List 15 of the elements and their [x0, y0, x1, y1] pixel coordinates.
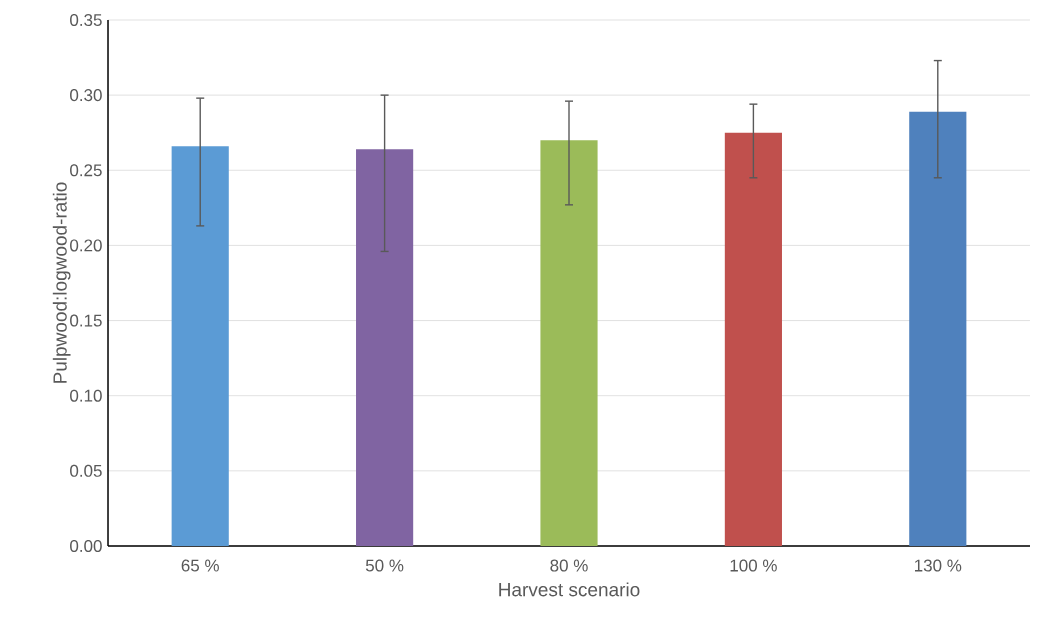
x-tick-label: 80 %: [550, 559, 588, 572]
y-tick-label: 0.05: [70, 464, 102, 477]
y-tick-label: 0.10: [70, 389, 102, 402]
x-axis-title: Harvest scenario: [499, 582, 640, 597]
x-tick-label: 65 %: [181, 559, 219, 572]
y-tick-label: 0.35: [70, 13, 102, 27]
y-tick-label: 0.25: [70, 164, 102, 177]
x-tick-label: 130 %: [915, 559, 962, 572]
x-tick-label: 100 %: [730, 559, 777, 572]
y-tick-label: 0.30: [70, 89, 102, 102]
x-tick-label: 50 %: [365, 559, 404, 572]
y-tick-label: 0.20: [70, 239, 102, 252]
y-tick-label: 0.15: [70, 314, 102, 327]
y-axis-title: Pulpwood:logwood-ratio: [52, 182, 71, 383]
y-tick-label: 0.00: [70, 539, 102, 553]
